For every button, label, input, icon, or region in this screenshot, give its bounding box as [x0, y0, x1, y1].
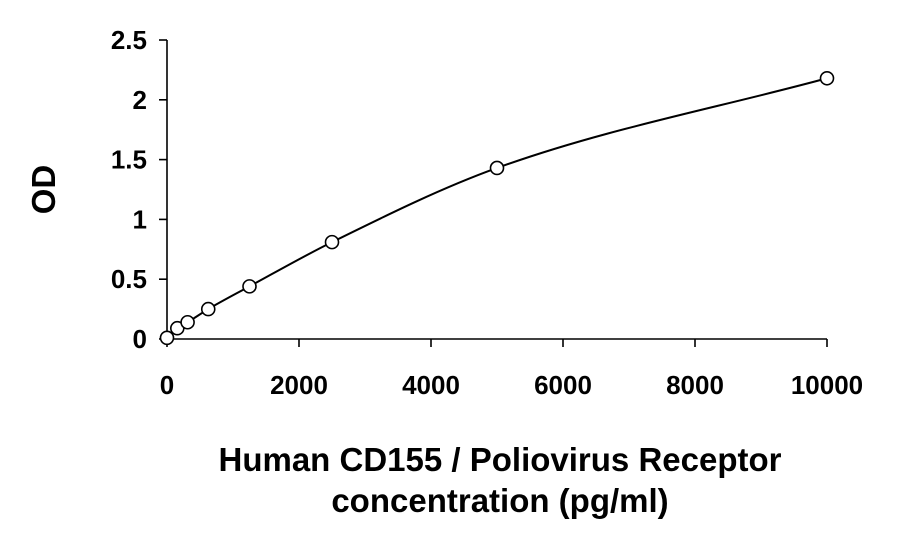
- x-tick-label: 2000: [270, 370, 328, 400]
- x-axis-title-line-1: Human CD155 / Poliovirus Receptor: [219, 441, 782, 478]
- y-ticks: [159, 39, 167, 340]
- x-tick-label: 4000: [402, 370, 460, 400]
- y-tick-labels: 0 0.5 1 1.5 2 2.5: [111, 25, 147, 354]
- data-point: [819, 70, 835, 86]
- y-tick-label: 1.5: [111, 145, 147, 175]
- x-tick-labels: 0 2000 4000 6000 8000 10000: [160, 370, 863, 400]
- fit-curve: [166, 77, 828, 339]
- y-tick-label: 2: [133, 85, 147, 115]
- x-tick-label: 0: [160, 370, 174, 400]
- x-ticks: [166, 339, 828, 347]
- y-axis-title: OD: [25, 165, 62, 215]
- y-tick-label: 0: [133, 324, 147, 354]
- y-tick-label: 1: [133, 204, 147, 234]
- y-tick-label: 2.5: [111, 25, 147, 55]
- data-points: [159, 70, 835, 346]
- x-tick-label: 8000: [666, 370, 724, 400]
- x-axis-title-line-2: concentration (pg/ml): [331, 482, 668, 519]
- data-point: [180, 314, 195, 330]
- data-point: [324, 234, 340, 250]
- data-point: [242, 279, 257, 294]
- x-tick-label: 10000: [791, 370, 863, 400]
- data-point: [200, 301, 216, 317]
- axes: [166, 40, 827, 340]
- data-point: [489, 160, 505, 176]
- x-tick-label: 6000: [534, 370, 592, 400]
- y-tick-label: 0.5: [111, 264, 147, 294]
- data-point: [159, 330, 175, 346]
